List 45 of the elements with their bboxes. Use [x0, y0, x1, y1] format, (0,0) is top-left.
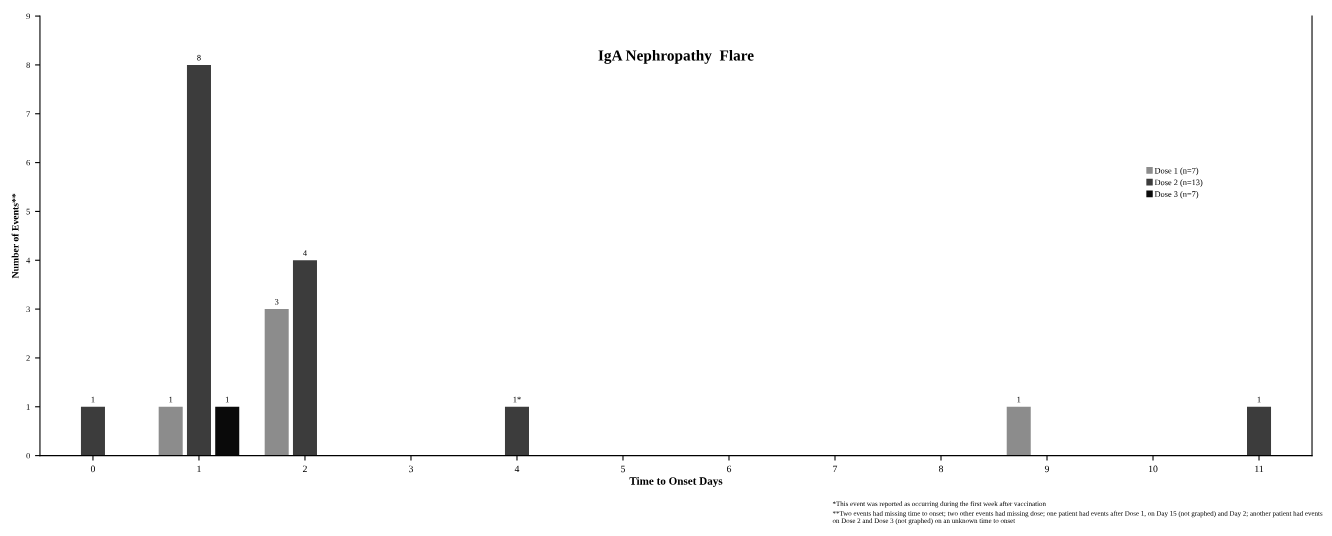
x-tick-label: 7	[833, 465, 838, 473]
data-label: 1	[169, 396, 173, 403]
y-tick-label: 1	[26, 404, 30, 410]
bar	[1006, 406, 1031, 456]
y-tick-label: 7	[26, 111, 30, 117]
bar	[1247, 406, 1272, 456]
y-tick-label: 6	[26, 159, 30, 166]
x-tick-label: 6	[726, 465, 732, 473]
x-tick-label: 0	[90, 465, 96, 473]
data-label: 1	[225, 396, 229, 403]
x-tick-label: 1	[197, 465, 201, 473]
y-tick-label: 5	[26, 208, 30, 215]
legend-label: Dose 2 (n=13)	[1154, 179, 1203, 187]
bar	[292, 260, 317, 456]
text: IgA Nephropathy Flare	[598, 49, 754, 64]
bar	[158, 406, 183, 456]
x-tick-label: 8	[938, 465, 944, 473]
data-label: 3	[275, 299, 279, 305]
y-tick-label: 0	[26, 452, 30, 459]
legend-label: Dose 1 (n=7)	[1154, 167, 1199, 176]
legend-label: Dose 3 (n=7)	[1154, 191, 1199, 199]
x-tick-label: 2	[302, 465, 307, 473]
data-label: 1	[1017, 396, 1021, 403]
y-tick-label: 9	[26, 13, 30, 20]
y-tick-label: 3	[26, 306, 30, 313]
data-label: 1*	[513, 396, 521, 403]
y-tick-label: 4	[26, 257, 31, 264]
x-tick-label: 5	[621, 465, 626, 473]
y-axis-title: Number of Events**	[11, 193, 19, 279]
data-label: 1	[91, 396, 95, 403]
x-axis-title: Time to Onset Days	[629, 476, 723, 488]
bar	[186, 64, 211, 456]
x-tick-label: 3	[409, 465, 414, 473]
bar	[264, 309, 289, 456]
y-tick-label: 2	[26, 355, 30, 361]
data-label: 1	[1257, 396, 1261, 403]
x-tick-label: 9	[1044, 465, 1050, 473]
x-tick-label: 11	[1255, 465, 1264, 473]
bar	[504, 406, 529, 456]
data-label: 4	[303, 250, 307, 256]
x-tick-label: 10	[1149, 465, 1158, 473]
y-tick-label: 8	[26, 62, 30, 68]
data-label: 8	[197, 54, 201, 61]
bar	[80, 406, 105, 456]
x-tick-label: 4	[514, 465, 520, 473]
